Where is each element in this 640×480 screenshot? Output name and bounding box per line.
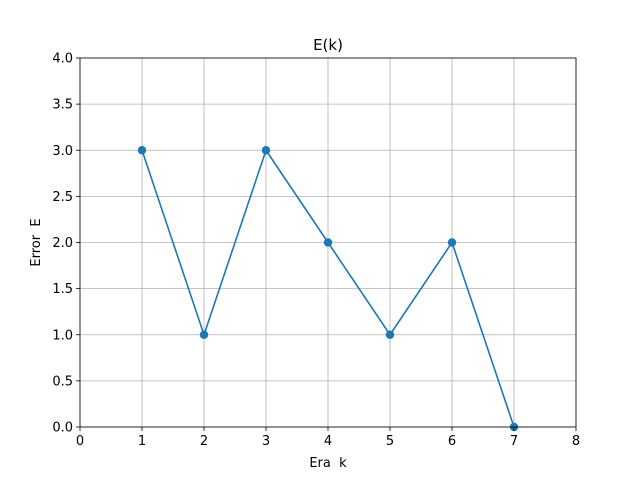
x-tick-label: 1 — [138, 434, 146, 449]
y-tick-label: 1.0 — [52, 328, 73, 343]
y-tick-label: 3.5 — [52, 98, 73, 113]
y-axis-label: Error E — [29, 218, 44, 266]
data-point — [261, 146, 271, 155]
x-tick-label: 7 — [510, 434, 518, 449]
data-point — [323, 238, 333, 247]
x-tick-label: 3 — [262, 434, 270, 449]
y-tick-label: 2.5 — [52, 190, 73, 205]
data-point — [199, 330, 209, 339]
axis-ticks: 0 1 2 3 4 5 6 7 8 0.0 0.5 1.0 1.5 2.0 2.5 3.0 3.5 4.0 — [52, 52, 580, 450]
x-tick-label: 2 — [200, 434, 208, 449]
x-tick-label: 6 — [448, 434, 456, 449]
x-axis-label: Era k — [309, 456, 347, 471]
x-tick-label: 4 — [324, 434, 332, 449]
data-point — [447, 238, 457, 247]
data-series — [137, 146, 519, 432]
y-tick-label: 0.5 — [52, 374, 73, 389]
x-tick-label: 0 — [76, 434, 84, 449]
y-tick-label: 1.5 — [52, 282, 73, 297]
chart-title: E(k) — [313, 36, 343, 54]
y-tick-label: 4.0 — [52, 52, 73, 67]
data-point — [385, 330, 395, 339]
x-tick-label: 8 — [572, 434, 580, 449]
y-tick-label: 3.0 — [52, 144, 73, 159]
x-tick-label: 5 — [386, 434, 394, 449]
data-point — [137, 146, 147, 155]
y-tick-label: 0.0 — [52, 421, 73, 436]
y-tick-label: 2.0 — [52, 236, 73, 251]
